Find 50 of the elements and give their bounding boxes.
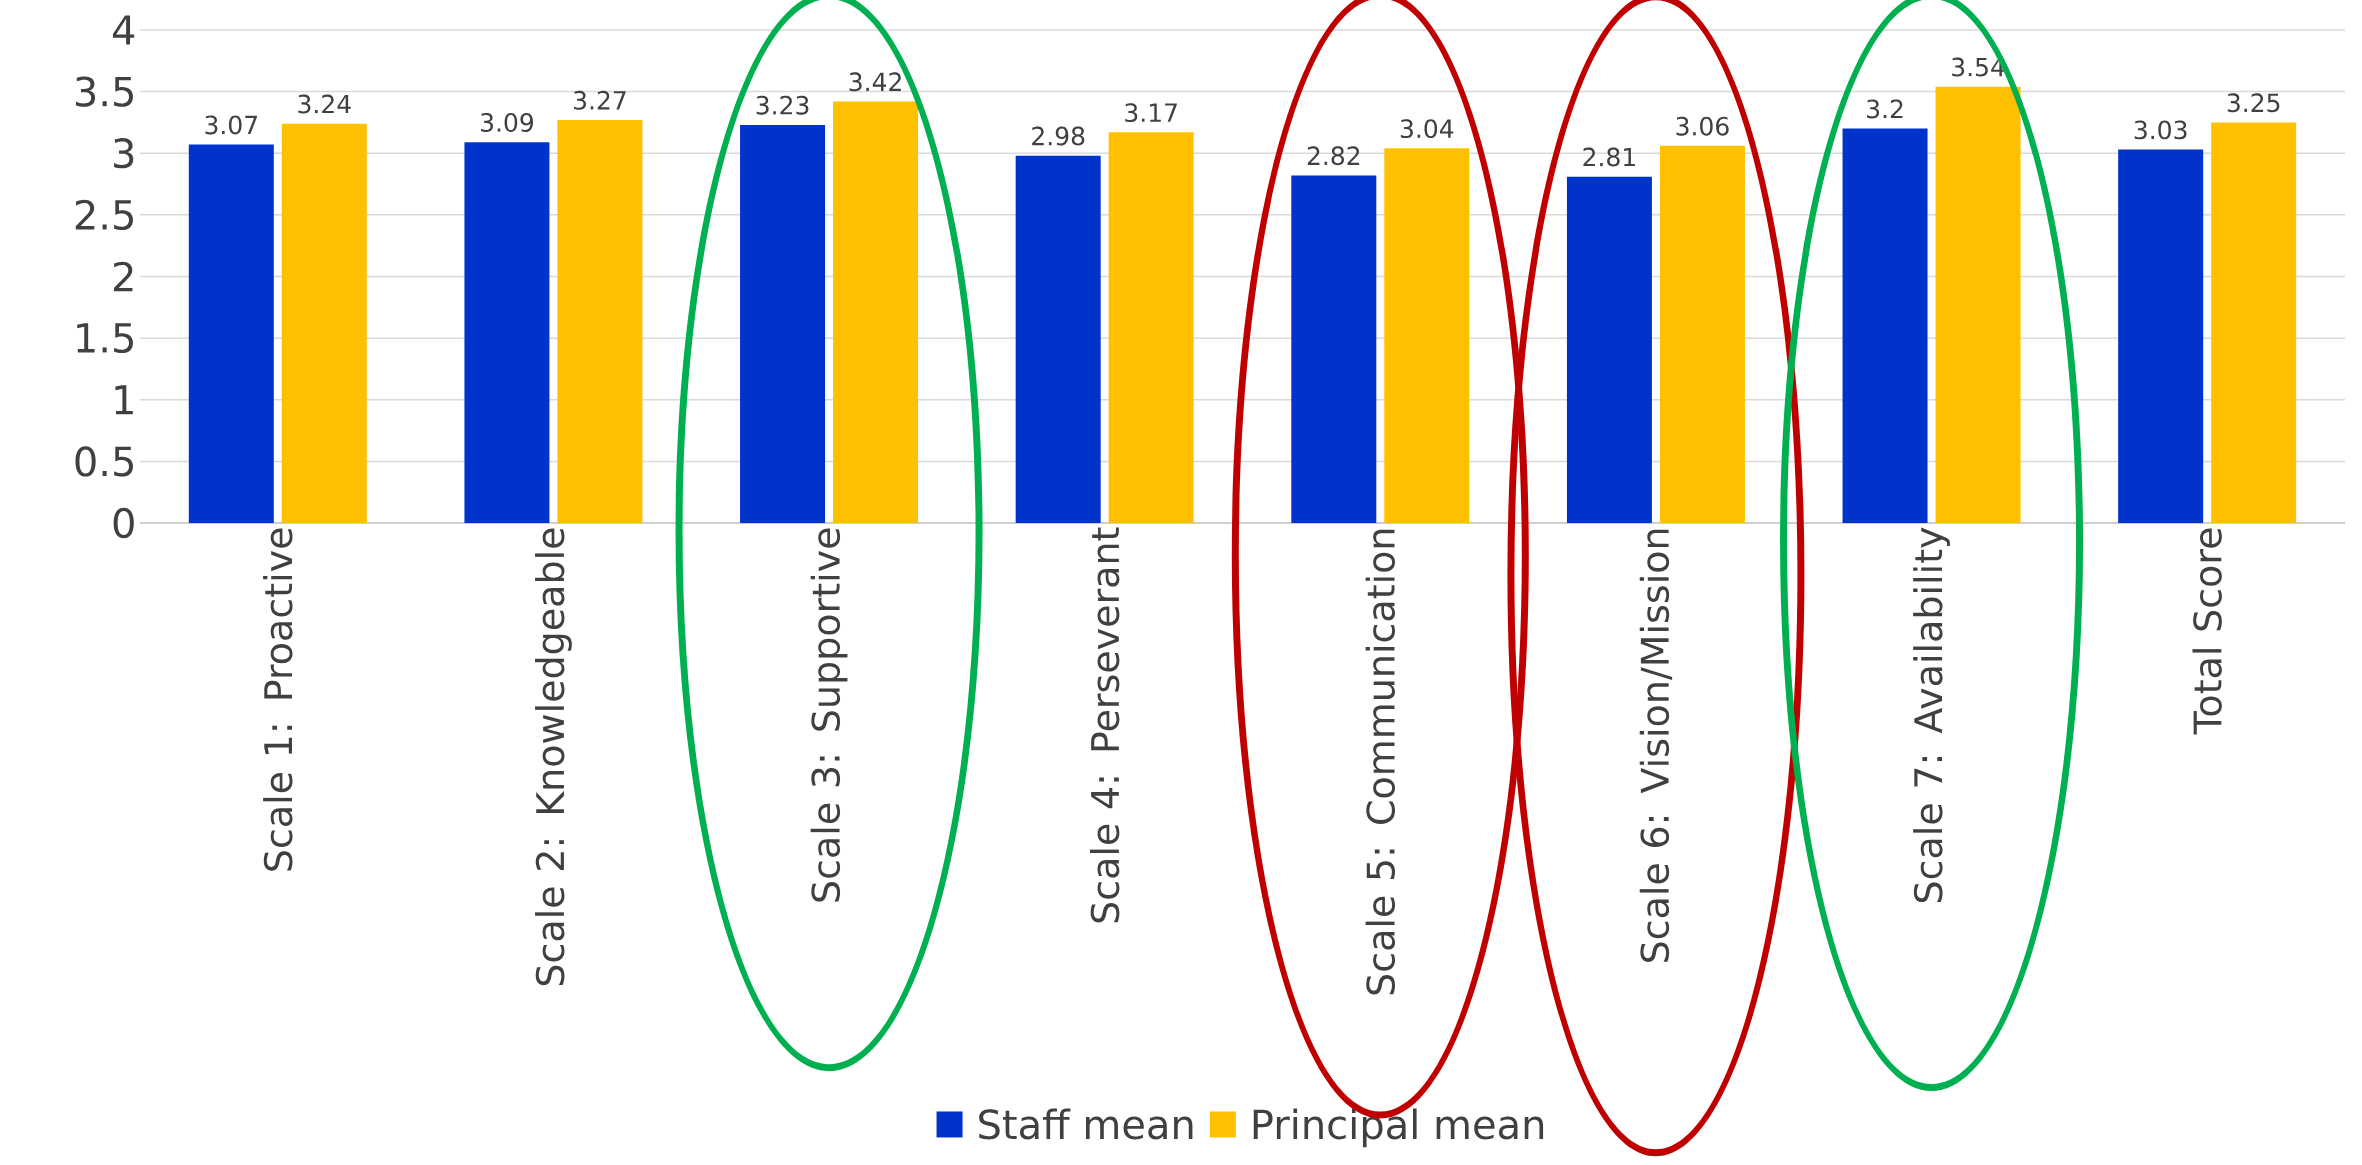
- data-label: 3.17: [1125, 103, 1177, 123]
- bar: [1935, 86, 2021, 523]
- legend-label: Staff mean: [979, 1108, 1193, 1140]
- data-label: 3.03: [2134, 120, 2187, 140]
- data-label: 3.42: [849, 72, 901, 92]
- data-label: 2.82: [1307, 146, 1360, 166]
- y-tick-label: 4: [112, 15, 135, 45]
- y-tick-label: 3: [114, 138, 134, 169]
- bar: [1108, 132, 1194, 523]
- bar: [281, 123, 367, 523]
- data-label: 3.2: [1867, 99, 1903, 119]
- bar: [557, 119, 643, 523]
- y-tick-label: 2.5: [75, 199, 133, 230]
- x-tick-label: Total Score: [2192, 528, 2222, 735]
- bar: [1659, 145, 1745, 523]
- data-label: 3.23: [756, 95, 809, 115]
- y-tick-label: 2: [113, 261, 133, 292]
- x-tick-label: Scale 2: Knowledgeable: [535, 528, 572, 986]
- data-label: 3.27: [574, 90, 626, 110]
- data-label: 3.07: [205, 115, 257, 135]
- x-tick-label: Scale 5: Communication: [1365, 529, 1395, 995]
- data-label: 2.98: [1032, 126, 1085, 146]
- x-tick-label: Scale 1: Proactive: [263, 528, 293, 871]
- x-tick-label: Scale 4: Perseverant: [1089, 527, 1120, 923]
- y-tick-label: 1: [115, 385, 133, 415]
- bar: [1842, 128, 1928, 523]
- bar: [833, 101, 919, 523]
- y-tick-label: 0: [113, 507, 134, 539]
- y-tick-label: 3.5: [75, 76, 133, 107]
- bar: [2118, 149, 2204, 523]
- y-tick-label: 0.5: [75, 446, 133, 477]
- data-label: 3.09: [481, 113, 533, 132]
- bar: [188, 144, 274, 523]
- data-label: 3.04: [1400, 119, 1454, 139]
- bar: [1291, 175, 1377, 523]
- bar: [1015, 155, 1101, 523]
- bar: [1384, 148, 1470, 523]
- bar: [740, 124, 826, 523]
- bar: [2211, 122, 2297, 523]
- data-label: 3.06: [1676, 116, 1729, 136]
- data-label: 2.81: [1583, 147, 1635, 167]
- legend-label: Principal mean: [1253, 1108, 1544, 1148]
- data-label: 3.24: [298, 94, 351, 114]
- x-tick-label: Scale 7: Availability: [1913, 527, 1950, 903]
- x-tick-label: Scale 6: Vision/Mission: [1639, 529, 1673, 962]
- bar: [1566, 176, 1652, 523]
- x-tick-label: Scale 3: Supportive: [810, 528, 848, 902]
- data-label: 3.25: [2227, 93, 2280, 113]
- bar: [464, 142, 550, 523]
- y-tick-label: 1.5: [77, 323, 133, 353]
